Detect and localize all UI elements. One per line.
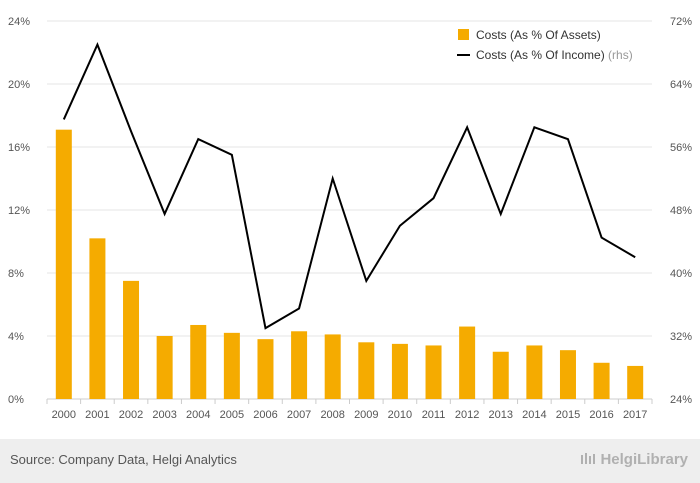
- x-axis-tick-label: 2007: [287, 409, 311, 421]
- bar: [89, 238, 106, 399]
- bar: [627, 365, 644, 399]
- bar: [526, 345, 543, 399]
- right-axis-tick-label: 32%: [670, 331, 692, 343]
- x-axis-tick-label: 2000: [52, 409, 76, 421]
- left-axis-tick-label: 8%: [8, 268, 24, 280]
- bar: [291, 331, 308, 399]
- right-axis-tick-label: 24%: [670, 394, 692, 406]
- x-axis-tick-label: 2013: [489, 409, 513, 421]
- right-axis-tick-label: 56%: [670, 142, 692, 154]
- x-axis-tick-label: 2004: [186, 409, 210, 421]
- bar: [55, 129, 72, 400]
- x-axis-tick-label: 2002: [119, 409, 143, 421]
- bar: [190, 324, 207, 399]
- brand-name: HelgiLibrary: [600, 451, 688, 468]
- bar: [425, 345, 442, 399]
- x-axis-tick-label: 2010: [388, 409, 412, 421]
- bar: [459, 326, 476, 399]
- x-axis-tick-label: 2014: [522, 409, 546, 421]
- x-axis-tick-label: 2017: [623, 409, 647, 421]
- left-axis-tick-label: 20%: [8, 79, 30, 91]
- x-axis-tick-label: 2003: [152, 409, 176, 421]
- legend-label-bar: Costs (As % Of Assets): [476, 28, 601, 42]
- source-note: Source: Company Data, Helgi Analytics: [10, 452, 237, 467]
- brand-logo: HelgiLibrary: [580, 451, 688, 468]
- bar: [156, 336, 173, 399]
- right-axis-tick-label: 72%: [670, 16, 692, 28]
- library-icon: [580, 453, 596, 467]
- x-axis-tick-label: 2009: [354, 409, 378, 421]
- right-axis-tick-label: 40%: [670, 268, 692, 280]
- bar: [223, 332, 240, 399]
- bar: [257, 339, 274, 399]
- left-axis-tick-label: 0%: [8, 394, 24, 406]
- left-axis-tick-label: 4%: [8, 331, 24, 343]
- x-axis-tick-label: 2012: [455, 409, 479, 421]
- x-axis-tick-label: 2006: [253, 409, 277, 421]
- x-axis-tick-label: 2005: [220, 409, 244, 421]
- x-axis-tick-label: 2011: [422, 409, 446, 421]
- bar: [324, 334, 341, 399]
- bar: [123, 280, 140, 399]
- x-axis-tick-label: 2001: [85, 409, 109, 421]
- left-axis-tick-label: 16%: [8, 142, 30, 154]
- chart-canvas: 0% 4% 8% 12% 16% 20% 24% 24% 32% 40% 48% 56% 64% 72% 2…: [8, 16, 692, 421]
- legend-swatch-bar: [458, 29, 469, 40]
- left-axis-tick-label: 24%: [8, 16, 30, 28]
- right-axis-tick-label: 64%: [670, 79, 692, 91]
- legend-rhs-suffix: (rhs): [608, 48, 633, 62]
- bar: [358, 342, 375, 399]
- x-axis-tick-label: 2016: [589, 409, 613, 421]
- line-series: [62, 42, 636, 330]
- legend-label-line: Costs (As % Of Income) (rhs): [476, 48, 633, 62]
- left-axis-tick-label: 12%: [8, 205, 30, 217]
- x-axis-tick-label: 2008: [320, 409, 344, 421]
- bar: [559, 350, 576, 399]
- x-axis-tick-label: 2015: [556, 409, 580, 421]
- bar: [593, 362, 610, 399]
- right-axis-tick-label: 48%: [670, 205, 692, 217]
- bar: [492, 351, 509, 399]
- bar: [391, 343, 408, 399]
